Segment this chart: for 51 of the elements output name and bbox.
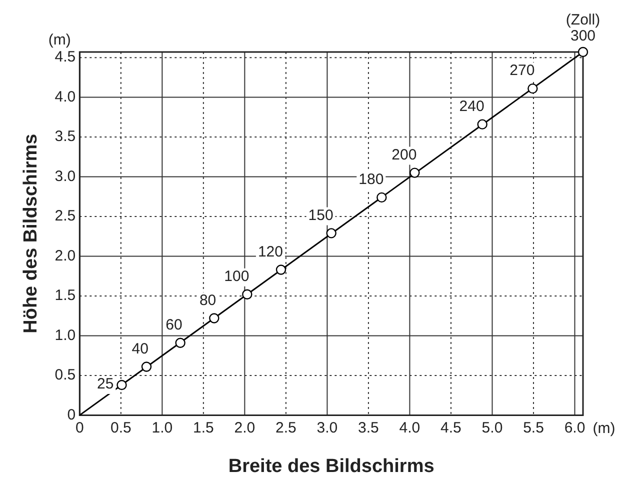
point (141, 362, 152, 372)
x-tick-label: 4.5 (440, 419, 462, 436)
y-tick-label: 0.5 (54, 366, 76, 384)
point (477, 119, 488, 130)
y-tick-label: 3.5 (54, 128, 76, 146)
annotation: 40 (132, 340, 148, 358)
annotation: 25 (97, 376, 114, 393)
annotation: 180 (358, 171, 384, 188)
x-tick-label: 6.0 (564, 419, 586, 436)
annotation: 200 (392, 146, 417, 164)
x-tick-label: 3.5 (358, 419, 379, 436)
y-tick-label: 2.5 (54, 208, 76, 225)
y-tick-label: 2.0 (54, 247, 76, 264)
x-tick-label: 1.0 (152, 419, 173, 436)
point (376, 192, 387, 203)
y-tick-label: 3.0 (54, 168, 76, 185)
y-tick-label: 1.0 (54, 326, 76, 344)
x-tick-label: 2.5 (276, 419, 296, 436)
y-axis-title: Höhe des Bildschirms (20, 134, 42, 334)
x-tick-label: 5.5 (523, 419, 544, 436)
y-tick-label: 1.5 (54, 287, 76, 304)
x-axis-title: Breite des Bildschirms (228, 456, 434, 477)
point (209, 313, 220, 324)
annotation: 300 (570, 28, 596, 45)
point (326, 228, 336, 238)
point (528, 83, 538, 94)
point (175, 338, 186, 348)
annotation: 80 (199, 292, 216, 309)
annotation: 120 (258, 243, 283, 260)
text: (m) (592, 420, 616, 437)
point (242, 289, 252, 300)
annotation: 60 (166, 316, 182, 334)
annotation: 100 (224, 268, 250, 286)
text: (m) (48, 32, 71, 49)
annotation: 150 (308, 206, 334, 224)
x-tick-label: 4.0 (399, 419, 420, 436)
point (276, 264, 286, 275)
point (410, 168, 420, 178)
y-tick-label: 4.5 (54, 48, 76, 66)
annotation: 270 (510, 62, 535, 80)
x-tick-label: 2.0 (234, 419, 256, 436)
y-tick-label: 4.0 (54, 88, 76, 106)
y-tick-label: 0 (67, 406, 76, 424)
x-tick-label: 3.0 (316, 419, 338, 436)
x-tick-label: 0.5 (110, 419, 132, 436)
point (116, 380, 127, 390)
text: (Zoll) (566, 12, 600, 29)
x-tick-label: 1.5 (192, 419, 214, 436)
x-tick-label: 5.0 (482, 419, 503, 436)
point (578, 46, 588, 58)
annotation: 240 (459, 98, 484, 115)
